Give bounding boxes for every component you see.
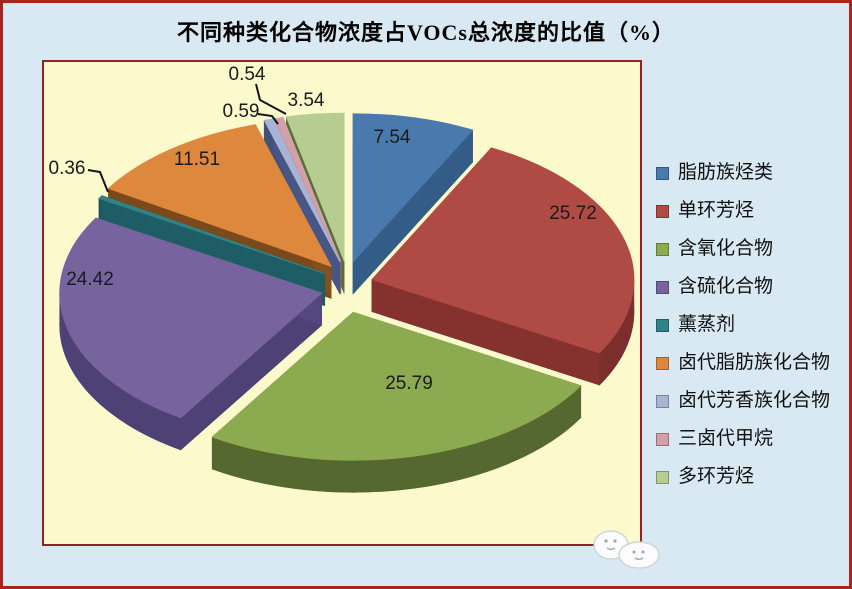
leader-line — [87, 169, 109, 193]
slice-value-label: 24.42 — [66, 269, 114, 290]
legend: 脂肪族烃类单环芳烃含氧化合物含硫化合物薰蒸剂卤代脂肪族化合物 卤代芳香族化合物 三卤… — [656, 161, 846, 503]
slice-value-label: 7.54 — [374, 127, 411, 148]
legend-item-label: 含氧化合物 — [678, 238, 774, 259]
legend-item-label: 多环芳烃 — [678, 466, 755, 487]
plot-area: 7.54 25.72 25.79 24.42 0.36 11.51 0.59 0.54 3.54 — [42, 60, 642, 546]
legend-item: 含氧化合物 — [656, 237, 846, 261]
legend-swatch — [656, 356, 669, 370]
legend-item: 薰蒸剂 — [656, 313, 846, 337]
slice-value-label: 3.54 — [288, 90, 325, 111]
pie-slice — [371, 147, 635, 386]
slice-value-label: 25.79 — [385, 373, 433, 394]
slice-value-label: 0.36 — [49, 158, 86, 179]
legend-item-label: 卤代芳香族化合物 — [678, 390, 831, 411]
leader-line — [257, 113, 279, 125]
legend-item-label: 三卤代甲烷 — [678, 428, 774, 449]
pie-slice — [211, 311, 582, 493]
legend-item: 多环芳烃 — [656, 465, 846, 489]
legend-item: 脂肪族烃类 — [656, 161, 846, 185]
legend-item: 卤代脂肪族化合物 — [656, 351, 846, 375]
legend-swatch — [656, 318, 669, 332]
legend-item-label: 卤代脂肪族化合物 — [678, 352, 831, 373]
slice-value-label: 0.59 — [223, 101, 260, 122]
chart-title: 不同种类化合物浓度占VOCs总浓度的比值（%） — [176, 20, 675, 45]
legend-swatch — [656, 242, 669, 256]
pie-slice — [59, 217, 323, 451]
slice-value-label: 0.54 — [229, 64, 266, 85]
legend-item-label: 脂肪族烃类 — [678, 162, 774, 183]
leader-line — [255, 83, 287, 115]
legend-swatch — [656, 394, 669, 408]
legend-swatch — [656, 280, 669, 294]
cloud-watermark-icon — [593, 530, 660, 569]
legend-item-label: 单环芳烃 — [678, 200, 755, 221]
legend-swatch — [656, 166, 669, 180]
slice-value-label: 11.51 — [174, 149, 220, 170]
legend-item: 三卤代甲烷 — [656, 427, 846, 451]
pie-chart: 7.54 25.72 25.79 24.42 0.36 11.51 0.59 0.54 3.54 — [49, 64, 635, 493]
legend-item-label: 含硫化合物 — [678, 276, 774, 297]
legend-item-label: 薰蒸剂 — [678, 314, 736, 335]
legend-swatch — [656, 432, 669, 446]
legend-item: 含硫化合物 — [656, 275, 846, 299]
legend-swatch — [656, 470, 669, 484]
legend-item: 单环芳烃 — [656, 199, 846, 223]
pie-slice — [352, 113, 474, 295]
slice-value-label: 25.72 — [549, 203, 597, 224]
legend-swatch — [656, 204, 669, 218]
legend-item: 卤代芳香族化合物 — [656, 389, 846, 413]
